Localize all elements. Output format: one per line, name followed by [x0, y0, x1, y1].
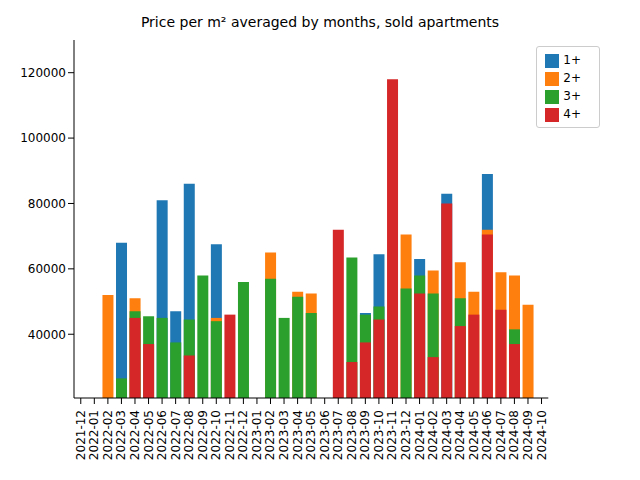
- svg-text:2024-02: 2024-02: [426, 410, 440, 460]
- svg-text:2022-04: 2022-04: [128, 410, 142, 460]
- html-text:1+: 1+: [563, 53, 581, 67]
- svg-text:2024-01: 2024-01: [413, 410, 427, 460]
- svg-text:2022-09: 2022-09: [196, 410, 210, 460]
- svg-text:2022-08: 2022-08: [182, 410, 196, 460]
- html-text:4+: 4+: [563, 107, 581, 121]
- svg-text:2022-01: 2022-01: [87, 410, 101, 460]
- svg-text:2023-07: 2023-07: [331, 410, 345, 460]
- svg-text:2024-10: 2024-10: [535, 410, 549, 460]
- svg-text:2023-01: 2023-01: [250, 410, 264, 460]
- svg-text:2023-10: 2023-10: [372, 410, 386, 460]
- svg-text:2022-12: 2022-12: [236, 410, 250, 460]
- svg-text:2023-12: 2023-12: [399, 410, 413, 460]
- svg-text:2024-04: 2024-04: [453, 410, 467, 460]
- svg-text:2023-09: 2023-09: [358, 410, 372, 460]
- svg-text:2024-05: 2024-05: [467, 410, 481, 460]
- svg-text:2024-06: 2024-06: [480, 410, 494, 460]
- svg-text:120000: 120000: [20, 66, 66, 80]
- svg-text:2023-03: 2023-03: [277, 410, 291, 460]
- svg-text:2023-02: 2023-02: [263, 410, 277, 460]
- svg-text:2022-02: 2022-02: [101, 410, 115, 460]
- svg-text:80000: 80000: [28, 197, 66, 211]
- svg-text:60000: 60000: [28, 262, 66, 276]
- svg-text:2024-09: 2024-09: [521, 410, 535, 460]
- html-text:3+: 3+: [563, 89, 581, 103]
- svg-text:40000: 40000: [28, 328, 66, 342]
- svg-text:2022-05: 2022-05: [142, 410, 156, 460]
- html-text:2+: 2+: [563, 71, 581, 85]
- svg-text:2024-08: 2024-08: [507, 410, 521, 460]
- svg-text:2022-10: 2022-10: [209, 410, 223, 460]
- svg-text:2023-08: 2023-08: [345, 410, 359, 460]
- svg-text:2022-03: 2022-03: [114, 410, 128, 460]
- svg-text:2024-03: 2024-03: [440, 410, 454, 460]
- svg-text:2022-11: 2022-11: [223, 410, 237, 460]
- svg-text:2022-06: 2022-06: [155, 410, 169, 460]
- html-text:Price per m² averaged by month: Price per m² averaged by months, sold ap…: [140, 14, 500, 30]
- svg-text:2023-06: 2023-06: [318, 410, 332, 460]
- svg-text:2021-12: 2021-12: [74, 410, 88, 460]
- svg-text:2023-11: 2023-11: [385, 410, 399, 460]
- svg-text:100000: 100000: [20, 131, 66, 145]
- svg-text:2024-07: 2024-07: [494, 410, 508, 460]
- svg-text:2023-04: 2023-04: [291, 410, 305, 460]
- svg-text:2023-05: 2023-05: [304, 410, 318, 460]
- svg-text:2022-07: 2022-07: [169, 410, 183, 460]
